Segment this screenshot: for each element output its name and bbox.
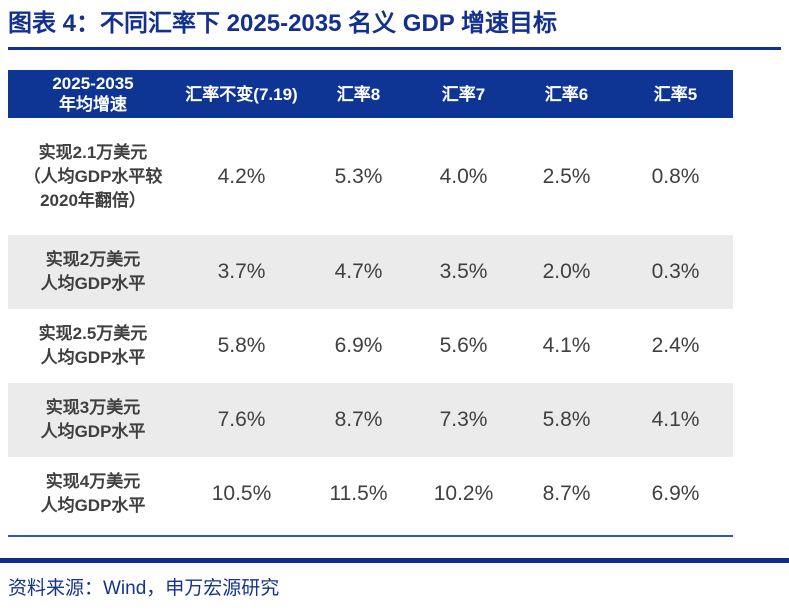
value-cell: 11.5% [329,482,388,505]
row-label-cell: 实现4万美元 人均GDP水平 [40,472,146,515]
row-label-cell: 实现2万美元 人均GDP水平 [40,250,146,293]
table-header: 2025-2035 年均增速 汇率不变(7.19) 汇率8 汇率7 汇率6 汇率… [8,70,733,118]
header-row: 2025-2035 年均增速 汇率不变(7.19) 汇率8 汇率7 汇率6 汇率… [8,70,733,118]
value-cell: 0.8% [651,164,700,188]
table-body: 实现2.1万美元 （人均GDP水平较 2020年翻倍） 4.2% 5.3% 4.… [8,118,733,531]
value-cell: 10.5% [211,482,272,505]
value-cell: 8.7% [334,408,383,431]
value-cell: 2.0% [542,260,591,283]
figure-title: 图表 4：不同汇率下 2025-2035 名义 GDP 增速目标 [8,10,558,37]
value-cell: 10.2% [433,482,494,505]
value-cell: 3.5% [439,260,488,283]
value-cell: 6.9% [334,334,383,357]
table-row: 实现3万美元 人均GDP水平 7.6% 8.7% 7.3% 5.8% 4.1% [8,383,733,457]
footer-divider [0,558,789,563]
value-cell: 3.7% [217,260,266,283]
value-cell: 4.1% [651,408,700,431]
value-cell: 2.4% [651,334,700,357]
value-cell: 6.9% [651,482,700,505]
value-cell: 4.1% [542,334,591,357]
header-cell-fx-8: 汇率8 [305,70,412,118]
value-cell: 5.8% [217,334,266,357]
source-note: 资料来源：Wind，申万宏源研究 [8,578,280,599]
value-cell: 4.7% [334,260,383,283]
value-cell: 4.0% [439,164,488,188]
row-label-cell: 实现2.5万美元 人均GDP水平 [38,324,148,367]
value-cell: 5.3% [334,164,383,188]
header-cell-fx-5: 汇率5 [618,70,733,118]
title-underline [8,47,781,50]
table-bottom-rule [8,535,733,537]
table-row: 实现2.5万美元 人均GDP水平 5.8% 6.9% 5.6% 4.1% 2.4… [8,309,733,383]
row-label-cell: 实现3万美元 人均GDP水平 [40,398,146,441]
value-cell: 4.2% [217,164,266,188]
table-row: 实现2万美元 人均GDP水平 3.7% 4.7% 3.5% 2.0% 0.3% [8,235,733,309]
header-cell-fx-unchanged: 汇率不变(7.19) [178,70,305,118]
table-row: 实现4万美元 人均GDP水平 10.5% 11.5% 10.2% 8.7% 6.… [8,457,733,531]
value-cell: 0.3% [651,260,700,283]
value-cell: 8.7% [542,482,591,505]
row-label-cell: 实现2.1万美元 （人均GDP水平较 2020年翻倍） [23,142,163,210]
table-row: 实现2.1万美元 （人均GDP水平较 2020年翻倍） 4.2% 5.3% 4.… [8,118,733,235]
gdp-growth-target-table: 2025-2035 年均增速 汇率不变(7.19) 汇率8 汇率7 汇率6 汇率… [8,70,733,531]
value-cell: 7.3% [439,408,488,431]
header-cell-fx-7: 汇率7 [412,70,515,118]
value-cell: 7.6% [217,408,266,431]
value-cell: 2.5% [542,164,591,188]
header-cell-avg-growth: 2025-2035 年均增速 [8,70,178,118]
value-cell: 5.8% [542,408,591,431]
value-cell: 5.6% [439,334,488,357]
header-cell-fx-6: 汇率6 [515,70,618,118]
